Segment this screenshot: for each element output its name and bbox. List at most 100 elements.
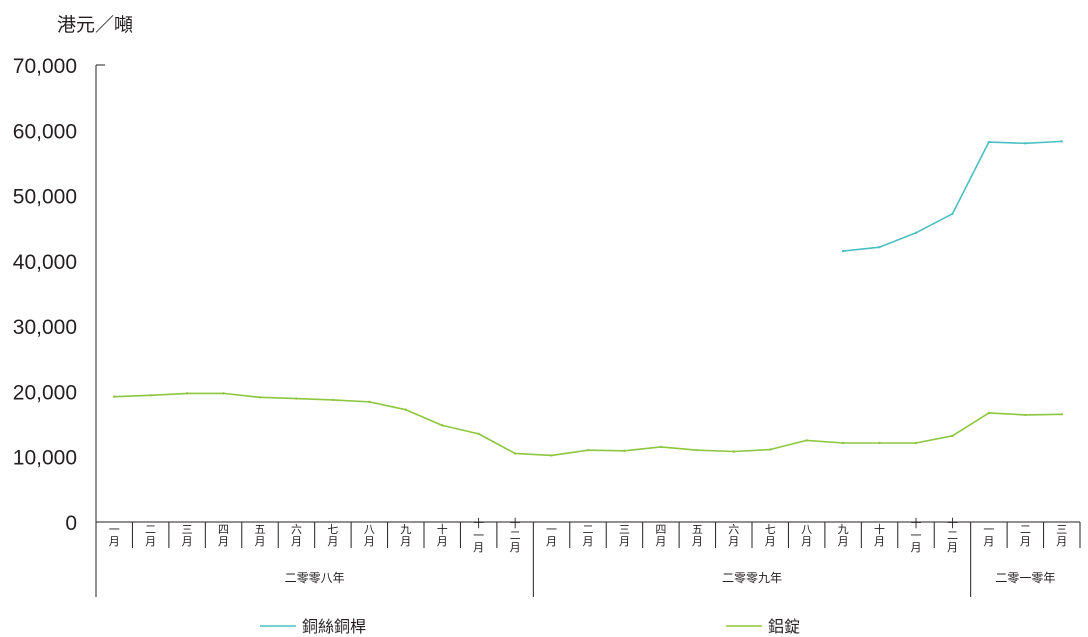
svg-text:十: 十	[437, 522, 448, 536]
y-tick-label: 10,000	[13, 447, 77, 470]
data-point	[623, 449, 626, 453]
svg-text:月: 月	[182, 535, 193, 548]
data-point	[914, 441, 918, 445]
x-tick-label: 六月	[728, 523, 739, 548]
svg-text:十: 十	[473, 516, 484, 530]
svg-text:九: 九	[838, 523, 849, 536]
svg-text:七: 七	[327, 523, 338, 536]
x-tick-label: 一月	[109, 523, 120, 548]
x-tick-label: 一月	[983, 523, 994, 548]
svg-text:月: 月	[109, 535, 120, 548]
svg-text:月: 月	[1056, 535, 1067, 548]
series-line	[114, 392, 1062, 457]
x-tick-label: 八月	[801, 523, 812, 548]
x-tick-label: 九月	[838, 523, 849, 548]
svg-text:五: 五	[255, 523, 266, 536]
x-tick-label: 十二月	[947, 516, 958, 554]
svg-text:月: 月	[983, 535, 994, 548]
x-axis: 一月二月三月四月五月六月七月八月九月十月十一月十二月一月二月三月四月五月六月七月…	[96, 516, 1081, 597]
x-tick-label: 十月	[874, 522, 885, 548]
x-tick-label: 五月	[255, 523, 266, 548]
year-label: 二零零八年	[285, 571, 345, 585]
x-tick-label: 八月	[364, 523, 375, 548]
data-point	[222, 392, 225, 395]
x-tick-label: 二月	[1020, 523, 1031, 548]
svg-text:一: 一	[546, 523, 557, 536]
data-point	[878, 245, 881, 249]
svg-text:八: 八	[801, 523, 812, 536]
data-point	[732, 450, 735, 453]
data-point	[841, 441, 845, 445]
svg-text:十: 十	[911, 516, 922, 530]
x-tick-label: 十月	[437, 522, 448, 548]
x-tick-label: 一月	[546, 523, 557, 548]
svg-text:五: 五	[692, 523, 703, 536]
data-point	[404, 408, 407, 411]
y-axis-unit-label: 港元／噸	[57, 14, 133, 36]
data-point	[805, 439, 808, 442]
svg-text:六: 六	[728, 523, 739, 536]
data-point	[1060, 140, 1063, 143]
data-point	[696, 448, 699, 452]
svg-text:月: 月	[400, 535, 411, 548]
svg-text:七: 七	[765, 523, 776, 536]
x-tick-label: 六月	[291, 523, 302, 548]
y-axis: 0 10,000 20,000 30,000 40,000 50,000 60,000 70,…	[13, 55, 105, 597]
svg-text:二: 二	[583, 523, 594, 536]
svg-text:三: 三	[1056, 523, 1067, 536]
x-tick-label: 十一月	[911, 516, 922, 554]
year-label: 二零一零年	[995, 571, 1055, 585]
y-tick-label: 70,000	[13, 55, 77, 78]
series-line	[843, 140, 1062, 252]
svg-text:月: 月	[437, 535, 448, 548]
svg-text:月: 月	[655, 535, 666, 548]
svg-text:八: 八	[364, 523, 375, 536]
svg-text:十: 十	[874, 522, 885, 536]
x-tick-label: 四月	[218, 523, 229, 548]
data-point	[586, 448, 590, 452]
data-point	[295, 397, 298, 400]
data-point	[951, 434, 954, 438]
svg-text:月: 月	[838, 535, 849, 548]
svg-text:月: 月	[874, 535, 885, 548]
svg-text:月: 月	[510, 541, 521, 554]
svg-text:月: 月	[255, 535, 266, 548]
svg-text:二: 二	[510, 529, 521, 542]
x-tick-label: 三月	[182, 523, 193, 548]
data-point	[331, 398, 335, 402]
data-point	[1060, 413, 1063, 416]
svg-text:二: 二	[947, 529, 958, 542]
data-point	[513, 452, 517, 455]
svg-text:月: 月	[911, 541, 922, 554]
svg-text:月: 月	[364, 535, 375, 548]
x-tick-label: 二月	[145, 523, 156, 548]
svg-text:一: 一	[109, 523, 120, 536]
data-point	[841, 249, 845, 253]
data-point	[258, 396, 262, 399]
svg-text:一: 一	[911, 529, 922, 542]
svg-text:月: 月	[583, 535, 594, 548]
data-point	[1024, 413, 1027, 417]
data-point	[113, 395, 116, 398]
y-tick-label: 40,000	[13, 251, 77, 274]
data-point	[987, 411, 991, 415]
svg-text:月: 月	[801, 535, 812, 548]
svg-text:月: 月	[546, 535, 557, 548]
svg-text:月: 月	[218, 535, 229, 548]
svg-text:月: 月	[692, 535, 703, 548]
x-tick-label: 三月	[1056, 523, 1067, 548]
x-tick-label: 九月	[400, 523, 411, 548]
svg-text:月: 月	[473, 541, 484, 554]
svg-text:月: 月	[728, 535, 739, 548]
data-point	[878, 441, 881, 445]
y-tick-label: 60,000	[13, 120, 77, 143]
data-point	[185, 392, 189, 395]
svg-text:二: 二	[1020, 523, 1031, 536]
x-tick-label: 十一月	[473, 516, 484, 554]
svg-text:一: 一	[983, 523, 994, 536]
legend-label: 鋁錠	[768, 617, 800, 636]
svg-text:十: 十	[510, 516, 521, 530]
legend: 銅絲銅桿 鋁錠	[260, 617, 800, 636]
svg-text:月: 月	[1020, 535, 1031, 548]
